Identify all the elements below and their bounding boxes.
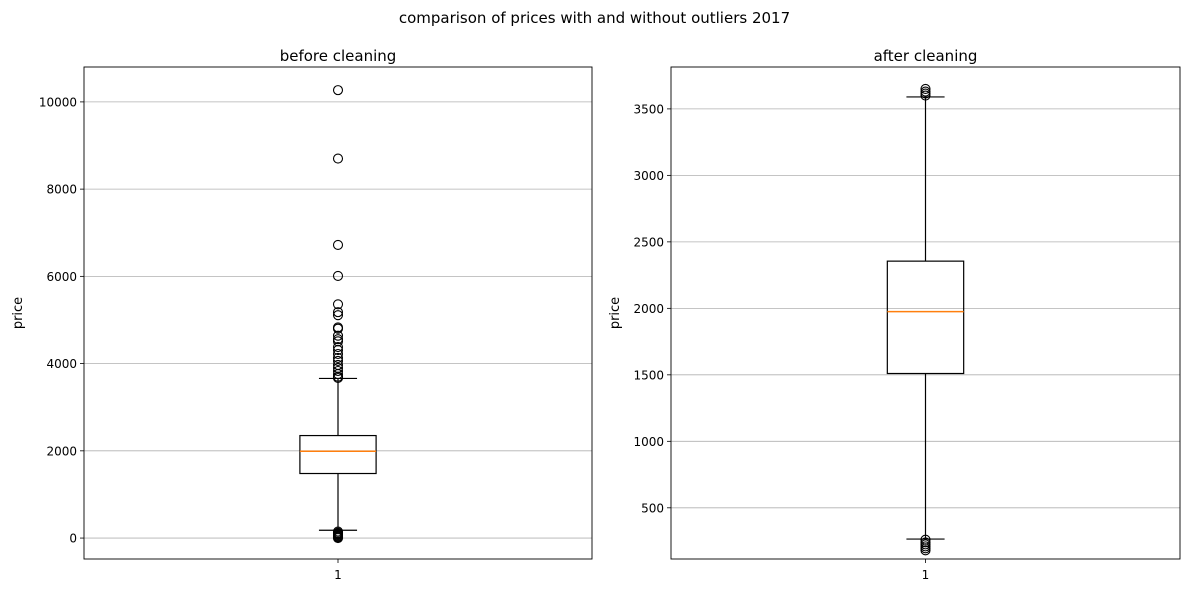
outlier-point [332, 330, 344, 341]
iqr-box [886, 260, 965, 375]
outlier-point [332, 323, 344, 334]
outlier-point [332, 345, 344, 356]
y-tick-label: 4000 [46, 357, 77, 371]
outlier-point [332, 355, 344, 367]
y-tick-label: 8000 [46, 183, 77, 197]
y-tick-label: 1500 [633, 368, 664, 382]
outlier-point [332, 369, 344, 380]
y-tick-label: 10000 [39, 95, 77, 109]
before-cleaning-plot: before cleaning price 0 2000 4000 6000 8000 1… [11, 47, 593, 582]
y-tick-label: 3000 [633, 169, 664, 183]
outlier-point [332, 299, 344, 310]
axes-frame [670, 66, 1181, 560]
outlier-point [332, 341, 344, 353]
figure-title: comparison of prices with and without ou… [399, 9, 790, 27]
outlier-point [920, 83, 931, 94]
y-tick-label: 2000 [633, 302, 664, 316]
outlier-point [332, 153, 344, 164]
y-tick-label: 2000 [46, 444, 77, 458]
outlier-point [332, 372, 344, 384]
after-cleaning-title: after cleaning [874, 47, 978, 65]
iqr-box [299, 434, 377, 475]
outlier-point [332, 348, 344, 360]
outlier-point [332, 533, 344, 544]
x-tick-label: 1 [922, 568, 930, 582]
y-tick-label: 3500 [633, 102, 664, 116]
x-tick-label: 1 [334, 568, 342, 582]
outlier-point [332, 307, 344, 318]
outlier-point [920, 90, 931, 101]
after-cleaning-ylabel: price [608, 297, 623, 329]
outlier-point [332, 352, 344, 363]
after-cleaning-plot: after cleaning price 500 1000 1500 2000 2500… [608, 47, 1181, 582]
y-tick-label: 2500 [633, 235, 664, 249]
outlier-point [920, 545, 931, 556]
outlier-point [332, 365, 344, 377]
axes-frame [83, 66, 593, 560]
y-tick-label: 500 [641, 501, 664, 515]
y-tick-label: 0 [69, 532, 77, 546]
y-tick-label: 6000 [46, 270, 77, 284]
outlier-point [332, 270, 344, 281]
before-cleaning-title: before cleaning [280, 47, 397, 65]
outlier-point [332, 239, 344, 251]
outlier-point [332, 85, 344, 96]
outlier-point [332, 310, 344, 321]
before-cleaning-ylabel: price [11, 297, 26, 329]
y-tick-label: 1000 [633, 435, 664, 449]
